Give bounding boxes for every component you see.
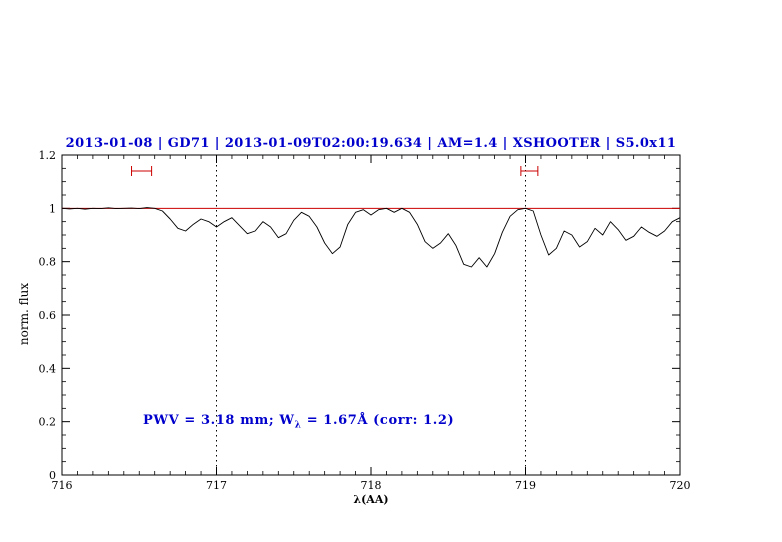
pwv-annotation: PWV = 3.18 mm; Wλ = 1.67Å (corr: 1.2) bbox=[143, 413, 454, 431]
y-tick-label: 1 bbox=[49, 202, 56, 215]
spectrum-line bbox=[61, 207, 681, 268]
x-tick-label: 719 bbox=[515, 479, 536, 492]
plot-title: 2013-01-08 | GD71 | 2013-01-09T02:00:19.… bbox=[65, 136, 677, 151]
annotation-sub-lambda: λ bbox=[294, 420, 302, 431]
x-tick-label: 717 bbox=[206, 479, 227, 492]
x-tick-label: 716 bbox=[52, 479, 73, 492]
annotation-suffix: = 1.67Å (corr: 1.2) bbox=[301, 413, 455, 428]
annotation-prefix: PWV = 3.18 mm; W bbox=[143, 413, 295, 428]
y-axis-label: norm. flux bbox=[17, 282, 31, 346]
y-tick-label: 0 bbox=[49, 469, 56, 482]
x-tick-label: 718 bbox=[361, 479, 382, 492]
y-tick-label: 0.6 bbox=[39, 309, 57, 322]
y-tick-label: 0.2 bbox=[39, 416, 57, 429]
y-tick-label: 0.8 bbox=[39, 256, 57, 269]
x-axis-label: λ(AA) bbox=[353, 493, 389, 506]
y-tick-label: 1.2 bbox=[39, 149, 57, 162]
y-tick-label: 0.4 bbox=[39, 362, 57, 375]
x-tick-label: 720 bbox=[670, 479, 691, 492]
